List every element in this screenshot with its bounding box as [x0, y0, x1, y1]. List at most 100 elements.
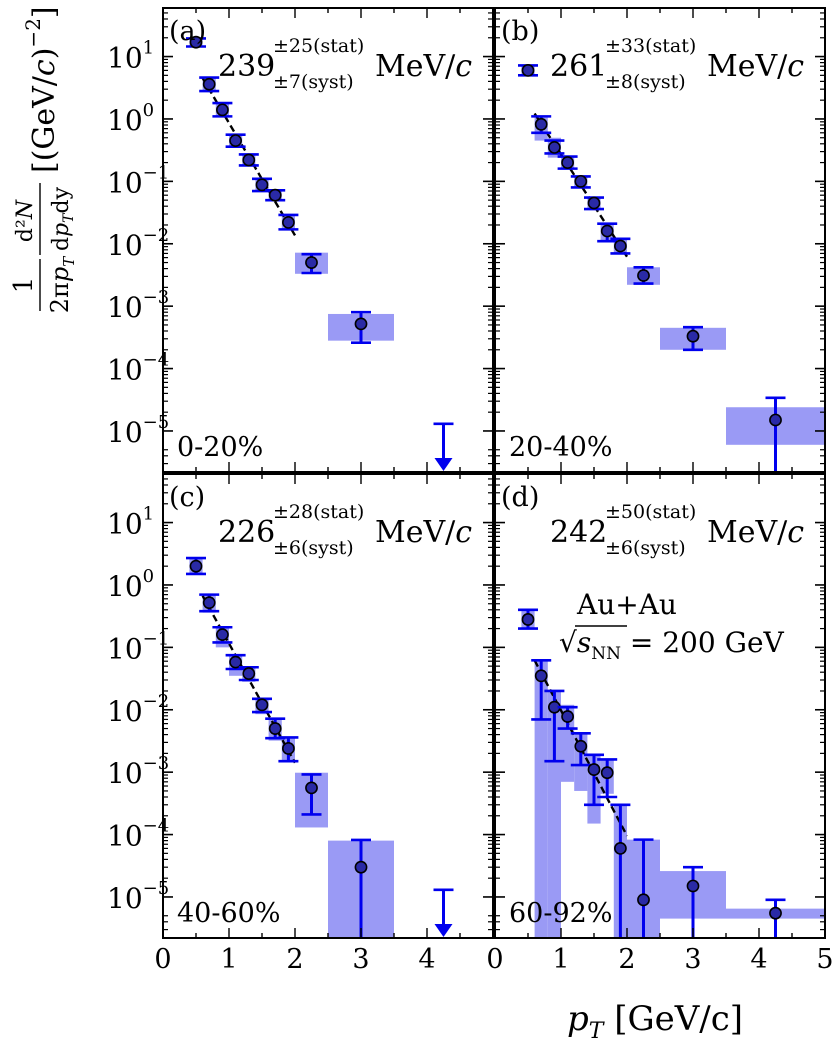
panel-frame — [494, 7, 826, 473]
panel-a: (a)239±25(stat)±7(syst) MeV/c0-20%1011001… — [107, 7, 494, 473]
data-point — [242, 667, 256, 680]
data-point — [686, 879, 700, 893]
x-tick-label: 4 — [418, 944, 435, 975]
y-tick-exp: 0 — [143, 100, 154, 121]
temperature-unit-text: MeV/ — [707, 49, 788, 84]
data-point — [189, 559, 203, 573]
temperature-syst: ±6(syst) — [605, 537, 686, 559]
temperature-stat: ±25(stat) — [273, 35, 364, 57]
error-bar — [683, 865, 703, 938]
y-tick-exp: −2 — [143, 691, 170, 712]
panel-d: (d) 242±50(stat) ±6(syst) MeV/c 60-92% Au+Au √… — [486, 473, 832, 975]
y-tick-label: 10−2 — [107, 691, 169, 728]
x-tick-label: 2 — [618, 944, 635, 975]
temperature-value: 261 — [550, 49, 607, 84]
energy-value: = 200 GeV — [621, 626, 785, 659]
data-point — [614, 842, 627, 855]
data-point — [637, 269, 650, 282]
data-point — [305, 256, 318, 269]
panel-label: (c) — [169, 482, 205, 513]
x-tick-label: 5 — [816, 944, 832, 975]
data-point — [189, 35, 203, 49]
panel-label: (a) — [169, 16, 206, 47]
x-label-sub: T — [589, 1019, 606, 1041]
x-tick-label: 4 — [750, 944, 767, 975]
upper-limit-arrow — [433, 888, 454, 937]
fit-line — [201, 595, 297, 764]
y-label-den2: dpTdy — [49, 186, 77, 251]
y-tick-label: 10−4 — [107, 350, 169, 387]
svg-text:pT [GeV/c]: pT [GeV/c] — [567, 999, 743, 1041]
y-tick-base: 10 — [107, 354, 143, 387]
temperature-unit-c: c — [787, 515, 804, 550]
panel-frame — [162, 473, 494, 939]
y-tick-exp: −4 — [143, 350, 170, 371]
data-point — [600, 766, 614, 780]
syst-band — [534, 659, 548, 938]
y-tick-label: 10−3 — [107, 753, 169, 790]
data-point — [769, 413, 782, 427]
data-point — [229, 655, 242, 669]
y-tick-exp: −1 — [143, 162, 170, 183]
panel-label: (d) — [501, 482, 539, 513]
y-tick-label: 10−1 — [107, 162, 169, 199]
y-tick-base: 10 — [107, 570, 143, 603]
y-label-prefix: 1 — [9, 277, 39, 294]
y-tick-exp: −5 — [143, 412, 170, 433]
data-point — [305, 781, 318, 795]
temperature-syst: ±8(syst) — [605, 71, 686, 93]
data-point — [242, 153, 256, 167]
error-bar — [301, 773, 322, 816]
y-tick-label: 100 — [107, 100, 154, 137]
temperature-unit: MeV/c — [707, 515, 804, 550]
y-tick-label: 101 — [107, 38, 154, 75]
temperature-unit-text: MeV/ — [375, 49, 456, 84]
temperature-label: 261±33(stat) ±8(syst) MeV/c — [550, 35, 804, 93]
x-label-var: p — [567, 999, 589, 1039]
y-tick-exp: 0 — [143, 566, 154, 587]
y-tick-base: 10 — [107, 291, 143, 324]
temperature-value: 239 — [218, 49, 275, 84]
temperature-stat: ±28(stat) — [273, 501, 364, 523]
y-tick-exp: −1 — [143, 628, 170, 649]
temperature-syst: ±7(syst) — [273, 71, 354, 93]
panels: (a)239±25(stat)±7(syst) MeV/c0-20%1011001… — [107, 7, 832, 975]
y-tick-label: 10−5 — [107, 878, 169, 915]
x-tick-label: 3 — [684, 944, 701, 975]
y-tick-base: 10 — [107, 166, 143, 199]
data-point — [255, 178, 269, 192]
data-point — [521, 64, 535, 77]
y-tick-exp: −2 — [143, 225, 170, 246]
temperature-unit: MeV/c — [375, 515, 472, 550]
data-point — [587, 763, 601, 776]
y-tick-base: 10 — [107, 882, 143, 915]
x-label-unit: [GeV/c] — [603, 999, 743, 1039]
y-tick-label: 10−3 — [107, 287, 169, 324]
fit-line — [533, 112, 629, 258]
temperature-value: 226 — [218, 515, 275, 550]
temperature-label: 239±25(stat) ±7(syst) MeV/c — [218, 35, 472, 93]
y-tick-exp: −5 — [143, 878, 170, 899]
y-tick-label: 10−5 — [107, 412, 169, 449]
data-point — [686, 329, 700, 343]
centrality-label: 0-20% — [177, 432, 263, 463]
temperature-unit: MeV/c — [375, 49, 472, 84]
data-point — [215, 628, 229, 642]
upper-limit-head — [434, 458, 453, 471]
y-tick-label: 101 — [107, 504, 154, 541]
energy-label: √sNN = 200 GeV — [559, 626, 785, 664]
x-axis-label: pT [GeV/c] — [567, 999, 743, 1041]
sqrt-s: √s — [559, 626, 591, 659]
syst-band — [547, 690, 561, 938]
collision-label: Au+Au — [576, 588, 677, 621]
data-point — [281, 215, 295, 229]
data-point — [268, 722, 282, 735]
y-tick-label: 10−4 — [107, 816, 169, 853]
data-point — [587, 196, 601, 210]
y-label-denom: 2πpT — [46, 256, 78, 313]
data-point — [574, 739, 588, 753]
data-point — [215, 103, 229, 117]
data-point — [548, 141, 561, 154]
x-tick-label: 1 — [220, 944, 237, 975]
temperature-syst: ±6(syst) — [273, 537, 354, 559]
